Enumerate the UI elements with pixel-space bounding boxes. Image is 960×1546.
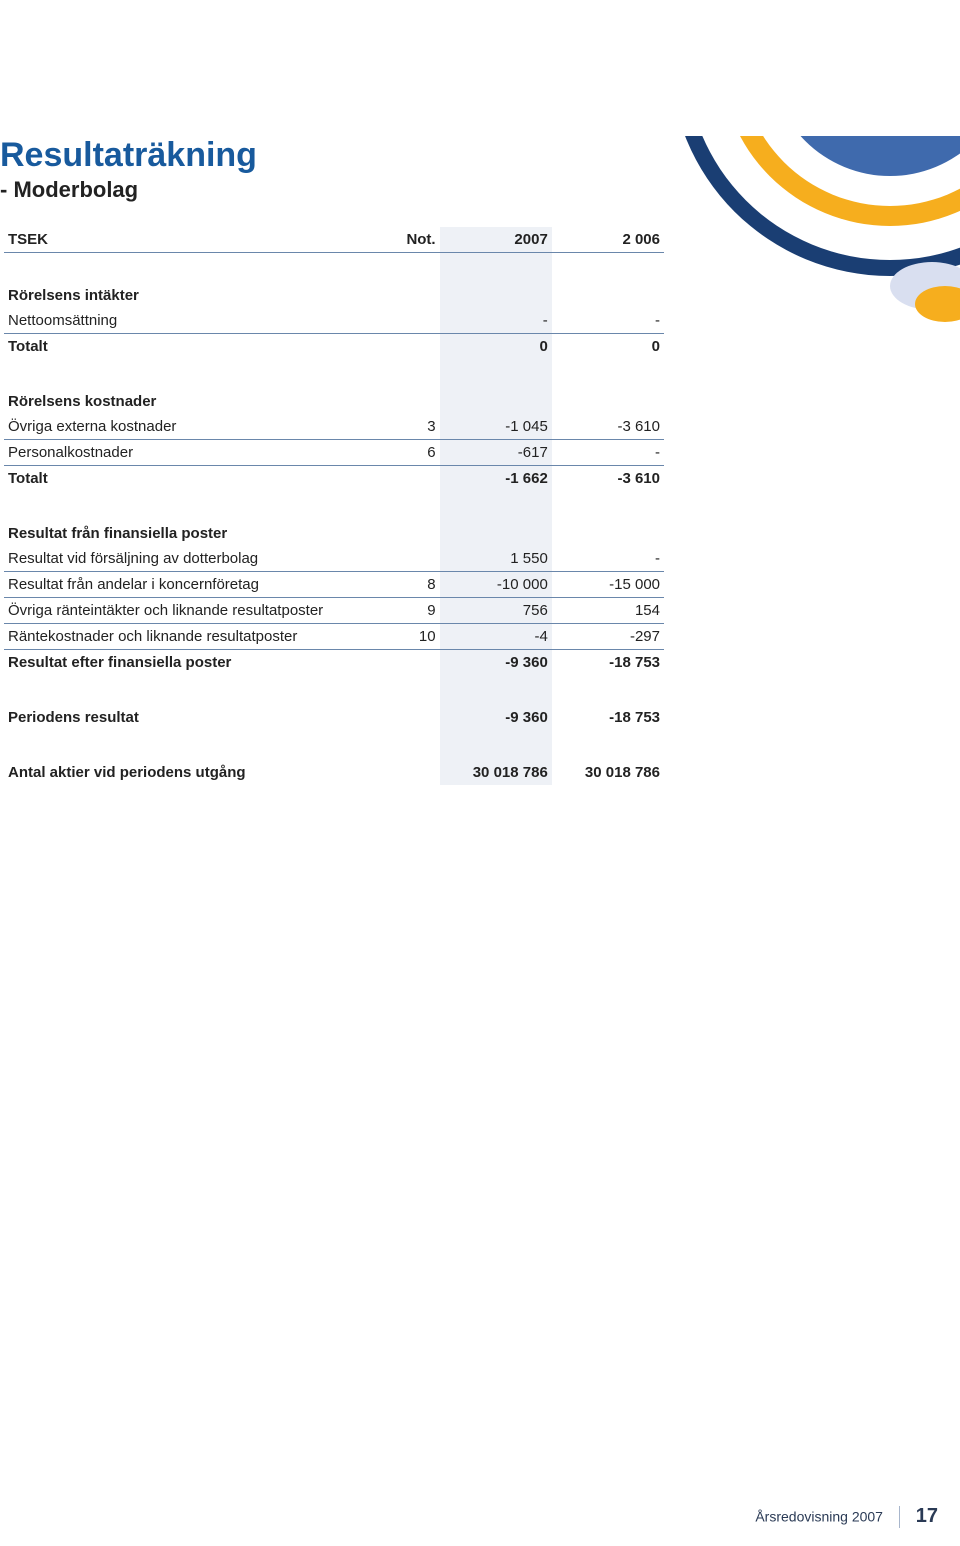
page-number: 17 xyxy=(916,1505,938,1527)
row-y2: 0 xyxy=(552,333,664,359)
section-title: Rörelsens intäkter xyxy=(4,283,387,308)
table-total-row: Totalt -1 662 -3 610 xyxy=(4,465,664,491)
row-label: Totalt xyxy=(4,333,387,359)
col-header-2007: 2007 xyxy=(440,227,552,253)
col-header-not: Not. xyxy=(387,227,440,253)
section-title: Rörelsens kostnader xyxy=(4,389,387,414)
section-title: Resultat från finansiella poster xyxy=(4,521,387,546)
page-title: Resultaträkning xyxy=(0,136,960,175)
col-header-2006: 2 006 xyxy=(552,227,664,253)
periodens-resultat-row: Periodens resultat -9 360 -18 753 xyxy=(4,705,664,730)
table-row: Övriga ränteintäkter och liknande result… xyxy=(4,597,664,623)
row-y1: 0 xyxy=(440,333,552,359)
page-subtitle: - Moderbolag xyxy=(0,177,960,203)
income-statement-table: TSEK Not. 2007 2 006 Rörelsens intäkter … xyxy=(4,227,664,785)
row-y2: - xyxy=(552,308,664,334)
row-not xyxy=(387,308,440,334)
table-row: Räntekostnader och liknande resultatpost… xyxy=(4,623,664,649)
footer-text: Årsredovisning 2007 xyxy=(755,1509,883,1525)
page-footer: Årsredovisning 2007 17 xyxy=(755,1505,938,1528)
table-total-row: Totalt 0 0 xyxy=(4,333,664,359)
col-header-label: TSEK xyxy=(4,227,387,253)
table-row: Personalkostnader 6 -617 - xyxy=(4,439,664,465)
shares-row: Antal aktier vid periodens utgång 30 018… xyxy=(4,760,664,785)
footer-divider xyxy=(899,1506,900,1528)
table-row: Resultat vid försäljning av dotterbolag … xyxy=(4,546,664,572)
row-y1: - xyxy=(440,308,552,334)
table-row: Övriga externa kostnader 3 -1 045 -3 610 xyxy=(4,414,664,440)
table-row: Nettoomsättning - - xyxy=(4,308,664,334)
row-label: Nettoomsättning xyxy=(4,308,387,334)
table-total-row: Resultat efter finansiella poster -9 360… xyxy=(4,649,664,675)
table-row: Resultat från andelar i koncernföretag 8… xyxy=(4,571,664,597)
